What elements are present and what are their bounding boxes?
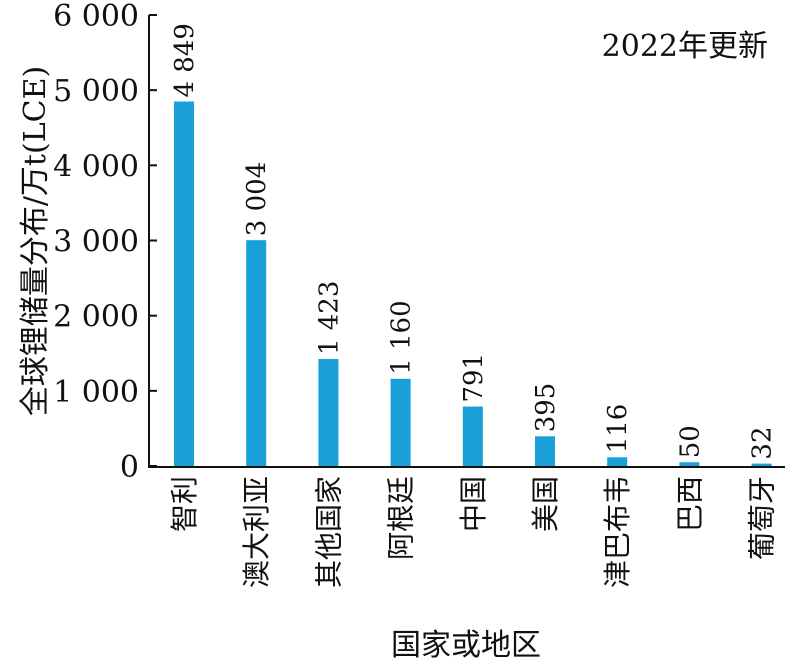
y-axis-title: 全球锂储量分布/万t(LCE) [18, 66, 53, 416]
value-labels: 4 849 3 004 1 423 1 160 791 395 116 50 32 [170, 23, 778, 460]
category-label: 澳大利亚 [240, 476, 273, 588]
category-label: 阿根廷 [385, 476, 418, 560]
category-label: 智利 [168, 476, 201, 532]
bar-value-label: 116 [603, 404, 633, 454]
category-label: 津巴布韦 [601, 476, 634, 588]
y-tick-label: 5 000 [53, 74, 139, 109]
y-tick-label: 0 [120, 450, 139, 485]
bar [751, 463, 772, 466]
x-axis-title: 国家或地区 [391, 628, 541, 663]
category-label: 其他国家 [312, 476, 345, 588]
bar [535, 436, 555, 466]
bar [390, 378, 411, 466]
category-label: 美国 [529, 476, 562, 532]
bar-value-label: 395 [531, 383, 561, 433]
y-tick-label: 4 000 [53, 149, 139, 184]
bar [318, 359, 339, 466]
category-labels: 智利 澳大利亚 其他国家 阿根廷 中国 美国 津巴布韦 巴西 葡萄牙 [168, 476, 779, 588]
bar [607, 457, 628, 466]
bar-value-label: 50 [675, 425, 705, 458]
y-ticks: 0 1 000 2 000 3 000 4 000 5 000 6 000 [53, 0, 157, 485]
y-tick-label: 3 000 [53, 225, 139, 260]
bar-value-label: 4 849 [170, 23, 200, 97]
chart-annotation: 2022年更新 [602, 29, 768, 64]
bar-value-label: 32 [748, 427, 778, 460]
category-label: 葡萄牙 [746, 476, 779, 560]
bar [174, 101, 194, 466]
y-tick-label: 6 000 [53, 0, 139, 34]
bar-value-label: 3 004 [242, 162, 272, 236]
category-label: 中国 [457, 476, 490, 532]
bar [679, 462, 700, 466]
category-label: 巴西 [673, 476, 706, 532]
y-tick-label: 2 000 [53, 300, 139, 335]
bar-value-label: 1 423 [314, 281, 344, 355]
bar [246, 240, 267, 466]
bar-value-label: 1 160 [387, 300, 417, 374]
bar [462, 406, 483, 466]
y-tick-label: 1 000 [53, 375, 139, 410]
bar-value-label: 791 [459, 353, 489, 403]
bars [174, 101, 772, 466]
